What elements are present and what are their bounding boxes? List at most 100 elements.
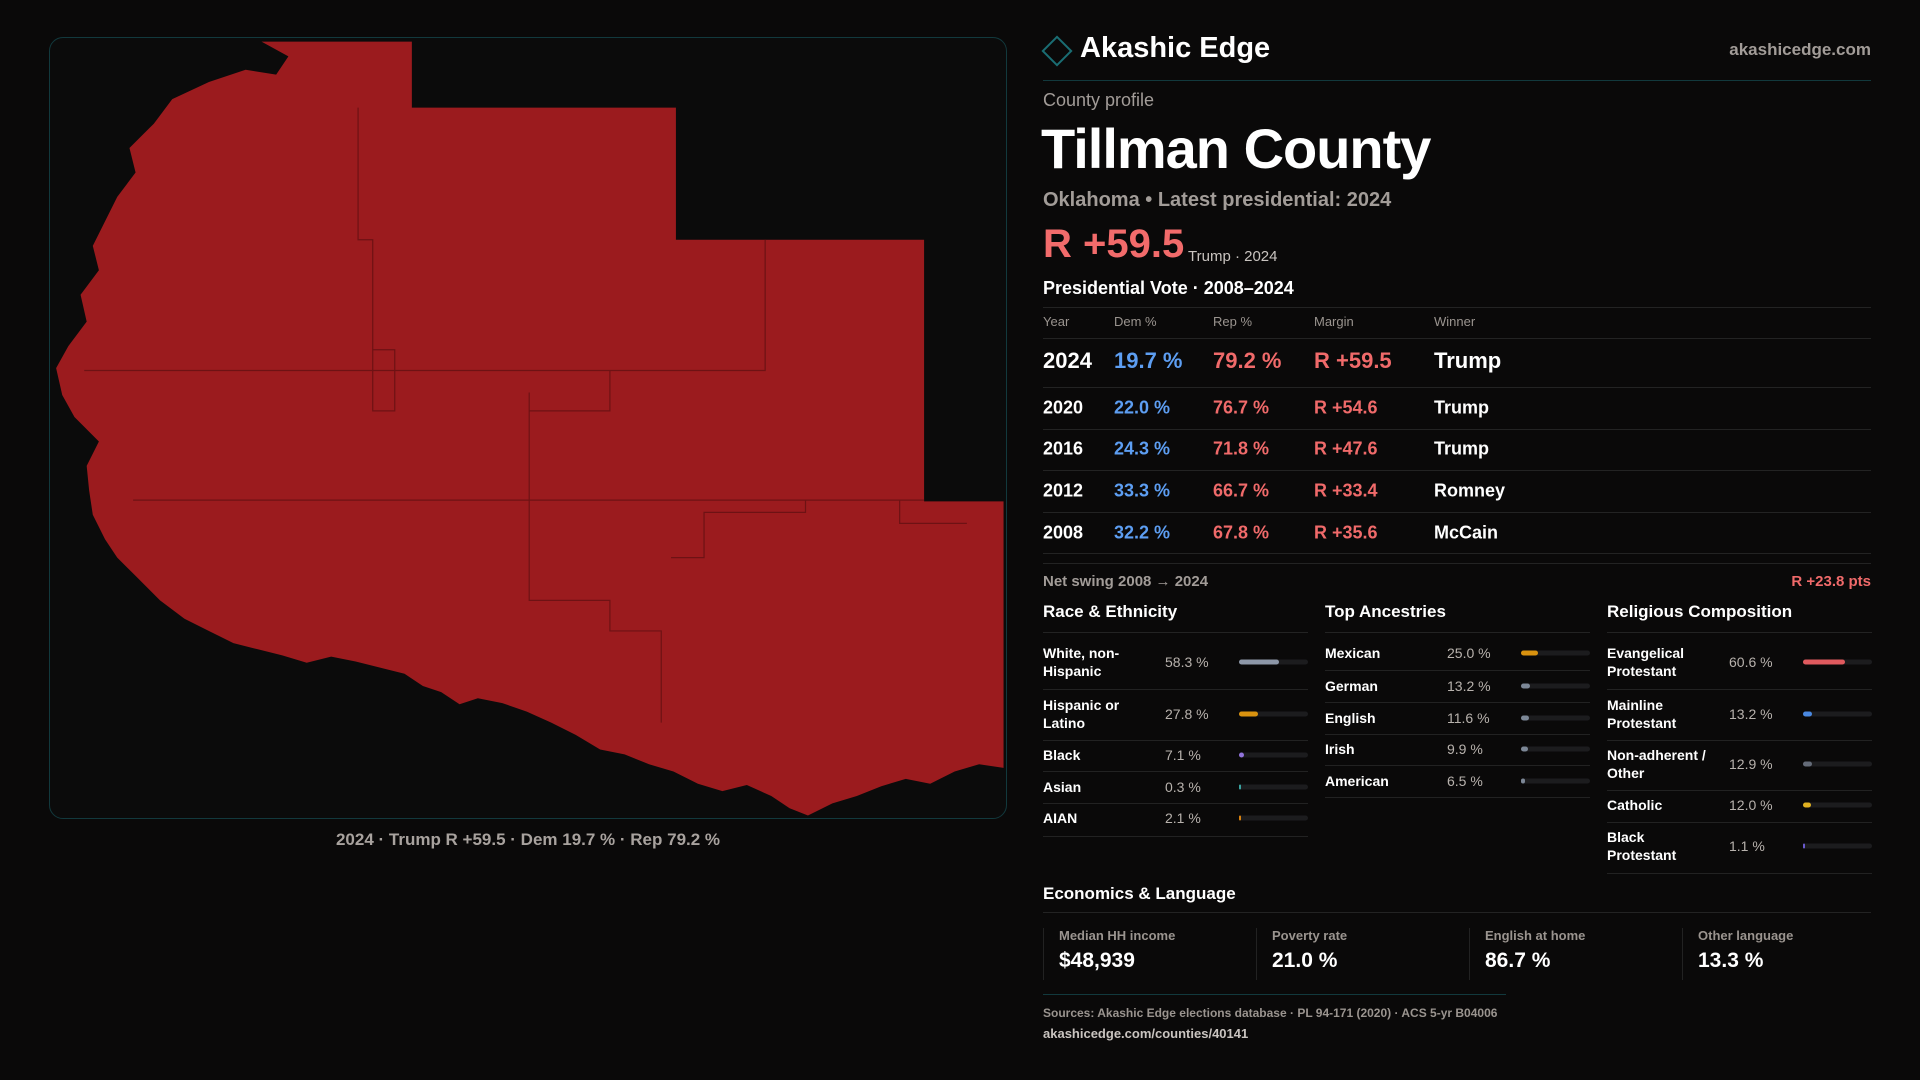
stat-label: Median HH income (1059, 928, 1176, 943)
row-label: German (1325, 678, 1378, 694)
row-value: 12.9 % (1729, 756, 1773, 772)
row-value: 11.6 % (1447, 710, 1490, 726)
diamond-icon (1041, 35, 1073, 67)
map-caption: 2024 · Trump R +59.5 · Dem 19.7 % · Rep … (335, 830, 721, 849)
religion-title: Religious Composition (1607, 602, 1793, 621)
row-divider (1325, 734, 1590, 735)
row-divider (1325, 797, 1590, 798)
row-bar (1239, 815, 1308, 821)
cell-year: 2024 (1043, 348, 1092, 373)
row-divider (1607, 873, 1872, 874)
stat-value: 13.3 % (1698, 949, 1764, 972)
cell-rep: 71.8 % (1213, 438, 1270, 459)
row-value: 58.3 % (1165, 654, 1209, 670)
row-bar-fill (1239, 784, 1241, 790)
table-divider (1043, 338, 1871, 339)
table-divider (1043, 563, 1871, 564)
headline-margin: R +59.5 (1043, 222, 1185, 266)
cell-dem: 33.3 % (1114, 480, 1171, 501)
row-divider (1607, 689, 1872, 690)
table-divider (1043, 387, 1871, 388)
row-bar-fill (1803, 659, 1845, 665)
stat-value: 21.0 % (1272, 949, 1338, 972)
row-bar-fill (1239, 815, 1241, 821)
cell-year: 2012 (1043, 480, 1084, 501)
row-label: Mexican (1325, 645, 1381, 661)
cell-margin: R +59.5 (1314, 348, 1392, 373)
row-bar-fill (1803, 843, 1805, 849)
row-value: 13.2 % (1447, 678, 1491, 694)
section-divider (1325, 632, 1590, 633)
cell-year: 2008 (1043, 522, 1084, 543)
column-header: Year (1043, 314, 1070, 329)
sources-text: Sources: Akashic Edge elections database… (1043, 1006, 1498, 1020)
row-bar-fill (1521, 778, 1526, 784)
net-swing-value: R +23.8 pts (1791, 573, 1871, 590)
stat-card: Other language 13.3 % (1682, 928, 1882, 980)
stat-value: 86.7 % (1485, 949, 1551, 972)
row-label: Hispanic or Latino (1043, 697, 1120, 731)
cell-rep: 66.7 % (1213, 480, 1270, 501)
row-divider (1607, 740, 1872, 741)
cell-rep: 76.7 % (1213, 397, 1270, 418)
row-value: 6.5 % (1447, 773, 1483, 789)
stat-card: Median HH income $48,939 (1043, 928, 1243, 980)
cell-dem: 22.0 % (1114, 397, 1171, 418)
brand-url-link[interactable]: akashicedge.com (1729, 40, 1871, 59)
county-map[interactable] (49, 37, 1007, 819)
row-label: Non-adherent / Other (1607, 747, 1706, 781)
row-bar-fill (1239, 752, 1244, 758)
row-divider (1607, 822, 1872, 823)
row-bar (1521, 715, 1590, 721)
headline-margin-note: Trump · 2024 (1188, 248, 1278, 265)
row-value: 12.0 % (1729, 797, 1773, 813)
row-divider (1325, 670, 1590, 671)
row-bar (1803, 843, 1872, 849)
stat-card: English at home 86.7 % (1469, 928, 1669, 980)
column-header: Rep % (1213, 314, 1253, 329)
row-bar (1803, 659, 1872, 665)
row-bar-fill (1803, 711, 1813, 717)
row-bar (1521, 746, 1590, 752)
row-divider (1607, 790, 1872, 791)
row-divider (1043, 836, 1308, 837)
section-divider (1043, 632, 1308, 633)
row-label: Black (1043, 747, 1081, 763)
cell-year: 2020 (1043, 397, 1084, 418)
row-label: American (1325, 773, 1389, 789)
township-boundaries (84, 107, 967, 723)
stat-card: Poverty rate 21.0 % (1256, 928, 1456, 980)
table-divider (1043, 553, 1871, 554)
row-bar-fill (1239, 659, 1280, 665)
column-header: Dem % (1114, 314, 1157, 329)
row-value: 7.1 % (1165, 747, 1201, 763)
row-value: 0.3 % (1165, 779, 1201, 795)
economics-divider (1043, 912, 1871, 913)
row-divider (1043, 771, 1308, 772)
county-url-link[interactable]: akashicedge.com/counties/40141 (1043, 1026, 1249, 1041)
row-value: 2.1 % (1165, 810, 1201, 826)
row-label: Asian (1043, 779, 1082, 795)
footer-divider (1043, 994, 1506, 995)
table-divider (1043, 512, 1871, 513)
cell-winner: Trump (1434, 348, 1502, 373)
row-bar (1803, 711, 1872, 717)
row-divider (1325, 765, 1590, 766)
row-value: 13.2 % (1729, 706, 1773, 722)
row-label: Mainline Protestant (1607, 697, 1677, 731)
stat-label: Other language (1698, 928, 1794, 943)
vote-table-title: Presidential Vote · 2008–2024 (1043, 278, 1294, 298)
cell-margin: R +47.6 (1314, 438, 1378, 459)
row-label: Irish (1325, 741, 1355, 757)
row-value: 9.9 % (1447, 741, 1483, 757)
row-bar (1521, 650, 1590, 656)
row-bar-fill (1803, 802, 1812, 808)
economics-title: Economics & Language (1043, 884, 1236, 903)
cell-rep: 67.8 % (1213, 522, 1270, 543)
row-bar (1239, 659, 1308, 665)
row-label: Evangelical Protestant (1607, 645, 1685, 679)
cell-margin: R +54.6 (1314, 397, 1378, 418)
stat-label: English at home (1485, 928, 1586, 943)
table-divider (1043, 307, 1871, 308)
header-divider (1043, 80, 1871, 81)
